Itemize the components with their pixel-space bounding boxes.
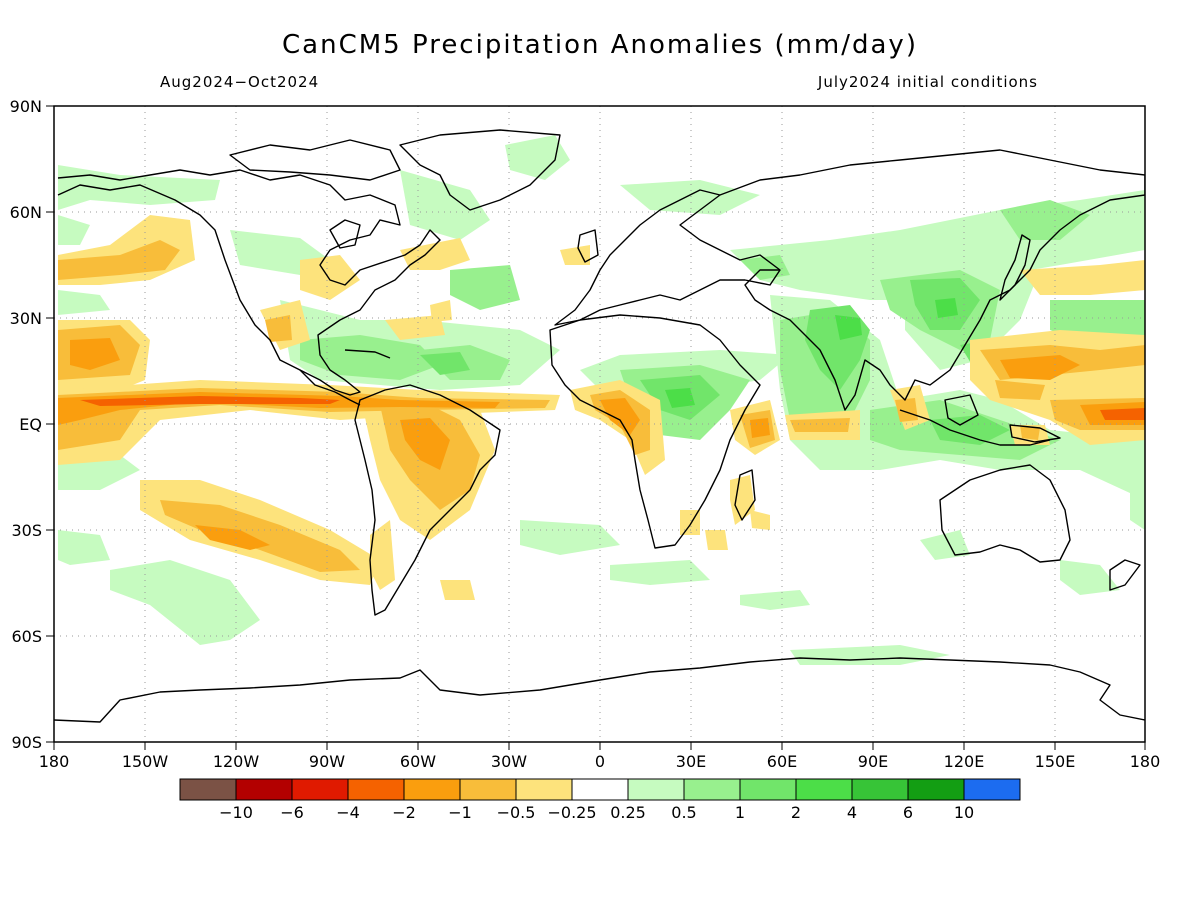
colorbar-label: 6 [903, 803, 913, 822]
tick-marks [46, 105, 1146, 750]
colorbar-swatch [515, 778, 573, 801]
colorbar-swatch [235, 778, 293, 801]
lon-label: 60W [400, 752, 436, 771]
coast-japan [999, 234, 1031, 301]
coast-hudson-bay [329, 219, 361, 249]
coast-new-zealand [1109, 559, 1141, 591]
colorbar-label: −2 [392, 803, 416, 822]
coast-madagascar [734, 469, 756, 521]
coast-indonesia [899, 409, 1051, 446]
forecast-period: Aug2024−Oct2024 [160, 73, 319, 91]
lat-label: 90N [10, 97, 42, 116]
coast-south-america [354, 384, 501, 616]
colorbar-swatch [571, 778, 629, 801]
lat-label: 60N [10, 203, 42, 222]
coast-europe [554, 189, 781, 326]
coast-central-america [299, 369, 361, 406]
colorbar-label: −4 [336, 803, 360, 822]
initial-conditions: July2024 initial conditions [817, 73, 1038, 91]
colorbar-label: −1 [448, 803, 472, 822]
lon-label: 90W [309, 752, 345, 771]
colorbar-swatch [963, 778, 1021, 801]
lon-label: 0 [595, 752, 605, 771]
lon-label: 30W [491, 752, 527, 771]
colorbar-swatch [683, 778, 741, 801]
lon-label: 120E [944, 752, 985, 771]
lon-label: 60E [767, 752, 797, 771]
coast-asia [719, 149, 1145, 411]
coast-antarctica [54, 657, 1145, 723]
lat-label: 30N [10, 309, 42, 328]
colorbar-swatch [347, 778, 405, 801]
longitude-labels: 180 150W 120W 90W 60W 30W 0 30E 60E 90E … [39, 752, 1161, 771]
lon-label: 180 [39, 752, 70, 771]
figure-title: CanCM5 Precipitation Anomalies (mm/day) [282, 30, 918, 60]
colorbar-label: 0.25 [610, 803, 646, 822]
coast-greenland [399, 129, 561, 211]
wet-strong-areas [665, 298, 958, 408]
colorbar-swatch [907, 778, 965, 801]
colorbar-swatch [851, 778, 909, 801]
colorbar-label: 4 [847, 803, 857, 822]
colorbar-label: −0.5 [497, 803, 536, 822]
lon-label: 180 [1130, 752, 1161, 771]
coast-uk [577, 229, 599, 263]
colorbar-swatch [459, 778, 517, 801]
coast-cuba [344, 349, 391, 359]
latitude-labels: 90N 60N 30N EQ 30S 60S 90S [10, 97, 42, 752]
lat-label: EQ [19, 415, 42, 434]
colorbar-label: 0.5 [671, 803, 696, 822]
coast-africa [549, 314, 761, 549]
coast-australia [939, 464, 1071, 563]
colorbar-swatch [739, 778, 797, 801]
colorbar-swatch [403, 778, 461, 801]
colorbar-label: −10 [219, 803, 253, 822]
lat-label: 90S [11, 733, 42, 752]
colorbar-swatch [179, 778, 237, 801]
coast-borneo [944, 394, 979, 426]
colorbar-swatch [627, 778, 685, 801]
lat-label: 60S [11, 627, 42, 646]
colorbar-swatch [291, 778, 349, 801]
coast-arctic-islands [229, 139, 401, 181]
dry-strong-areas [80, 396, 1145, 420]
lat-label: 30S [11, 521, 42, 540]
graticule [54, 106, 1145, 742]
colorbar-swatch [795, 778, 853, 801]
lon-label: 150W [122, 752, 169, 771]
coast-new-guinea [1009, 424, 1061, 443]
colorbar: −10 −6 −4 −2 −1 −0.5 −0.25 0.25 0.5 1 2 4 6 10 [179, 778, 1021, 822]
colorbar-label: 2 [791, 803, 801, 822]
lon-label: 150E [1035, 752, 1076, 771]
coast-north-america [57, 169, 441, 396]
anomaly-field [58, 135, 1145, 665]
colorbar-label: −6 [280, 803, 304, 822]
coastlines [54, 129, 1145, 723]
colorbar-label: 1 [735, 803, 745, 822]
colorbar-label: 10 [954, 803, 974, 822]
lon-label: 30E [676, 752, 706, 771]
lon-label: 90E [858, 752, 888, 771]
colorbar-label: −0.25 [547, 803, 596, 822]
lon-label: 120W [213, 752, 260, 771]
